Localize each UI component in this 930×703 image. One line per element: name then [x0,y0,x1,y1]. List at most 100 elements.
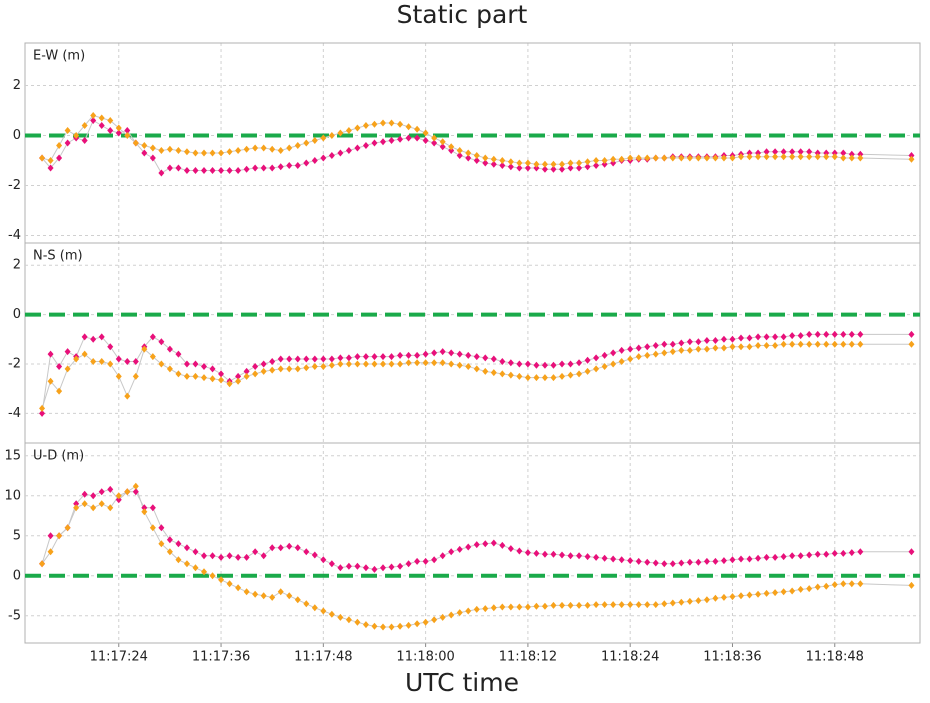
data-point [473,365,480,373]
data-point [422,350,429,358]
data-point [90,358,97,366]
data-point [627,154,634,162]
data-point [576,601,583,609]
data-point [567,552,574,560]
y-tick-label: -2 [8,356,21,371]
data-point [380,119,386,127]
data-point [269,544,276,552]
data-point [593,365,600,373]
data-point [235,584,242,592]
data-point [780,588,787,596]
data-point [644,601,651,609]
y-tick-label: 0 [13,307,21,322]
data-point [593,162,600,169]
data-point [848,549,855,557]
data-point [644,558,651,566]
data-point [39,404,46,412]
data-point [414,134,421,142]
data-point [124,358,131,366]
data-point [703,154,710,162]
data-point [269,366,276,374]
data-point [405,134,412,142]
data-point [328,560,335,568]
data-point [388,623,395,631]
data-point [610,155,617,163]
data-point [337,129,344,137]
data-point [610,360,617,368]
panel-label: U-D (m) [33,449,84,464]
data-point [345,562,352,570]
data-point [755,590,762,598]
data-point [303,139,310,147]
data-point [380,564,386,572]
data-point [328,355,335,363]
data-point [814,583,821,591]
data-point [473,605,480,613]
data-point [584,158,591,166]
data-point [141,142,148,149]
data-point [601,351,608,359]
data-point [277,355,284,363]
data-point [388,353,395,361]
data-point [209,365,216,373]
data-point [56,387,63,395]
data-point [115,124,122,132]
data-point [56,362,63,370]
data-point [524,374,531,382]
data-point [294,142,301,149]
data-point [90,335,97,343]
data-point [669,340,676,348]
data-point [132,488,139,496]
data-point [806,585,813,593]
data-point [524,360,531,368]
data-point [524,164,531,172]
data-point [277,544,284,552]
data-point [763,148,770,156]
data-point [98,114,105,122]
data-point [260,360,267,368]
data-point [303,600,310,608]
data-point [260,592,267,600]
data-point [456,350,463,358]
data-point [439,613,446,621]
data-point [252,370,259,378]
data-point [47,350,54,358]
data-point [158,147,165,154]
data-point [303,548,310,556]
data-point [380,138,386,146]
data-point [584,356,591,364]
data-point [593,354,600,362]
data-point [371,353,378,361]
data-point [81,350,88,358]
data-point [473,353,480,361]
data-point [158,338,165,346]
data-point [524,603,531,611]
data-point [311,157,318,164]
data-point [124,488,131,496]
data-point [98,122,105,129]
data-point [47,377,54,385]
data-point [499,541,506,549]
x-tick-label: 11:17:48 [294,650,352,665]
data-point [831,549,838,557]
data-point [652,559,659,567]
data-point [806,153,813,161]
data-point [303,364,310,372]
data-point [507,158,514,166]
data-point [286,592,293,600]
data-point [269,593,276,601]
data-point [465,149,472,157]
data-point [695,558,702,566]
data-point [226,580,233,588]
data-point [90,117,97,124]
data-point [209,149,216,157]
data-point [397,622,404,630]
y-tick-label: -4 [8,406,21,421]
data-point [141,149,148,157]
data-point [797,148,804,156]
data-point [720,154,727,162]
data-point [908,330,915,338]
data-point [149,154,156,162]
data-point [533,164,540,172]
